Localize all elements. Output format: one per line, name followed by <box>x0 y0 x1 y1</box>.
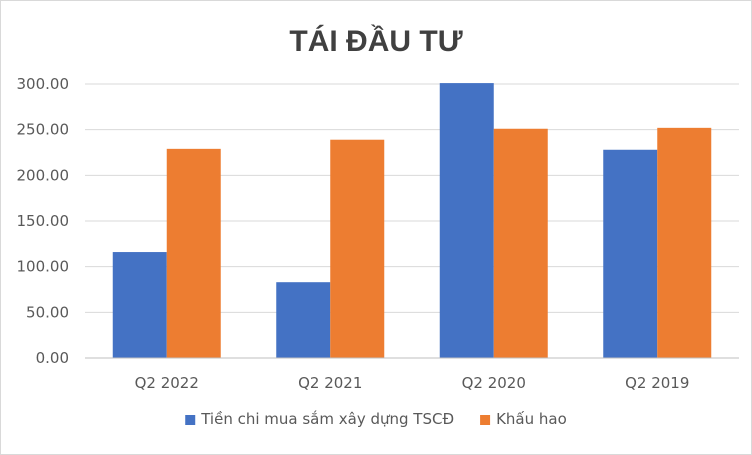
x-axis: Q2 2022 Q2 2021 Q2 2020 Q2 2019 <box>85 357 739 392</box>
legend-label: Khấu hao <box>496 410 567 428</box>
bar-series-1 <box>603 149 658 358</box>
legend-item: Khấu hao <box>480 410 567 428</box>
legend: Tiền chi mua sắm xây dựng TSCĐ Khấu hao <box>185 410 567 428</box>
legend-item: Tiền chi mua sắm xây dựng TSCĐ <box>185 410 454 428</box>
x-tick-label: Q2 2020 <box>462 374 526 392</box>
legend-swatch <box>480 415 491 425</box>
bar-series-2 <box>657 127 712 358</box>
legend-swatch <box>185 415 196 425</box>
bar-series-1 <box>112 252 167 358</box>
bar-series-1 <box>439 83 494 358</box>
y-tick-label: 250.00 <box>17 121 70 139</box>
x-tick-label: Q2 2019 <box>625 374 689 392</box>
bar-series-2 <box>166 148 221 358</box>
chart-title: TÁI ĐẦU TƯ <box>289 24 462 58</box>
y-tick-label: 0.00 <box>36 349 69 367</box>
y-tick-label: 200.00 <box>17 166 70 184</box>
y-tick-label: 100.00 <box>17 258 70 276</box>
legend-label: Tiền chi mua sắm xây dựng TSCĐ <box>200 410 454 428</box>
x-tick-label: Q2 2021 <box>298 374 362 392</box>
y-tick-label: 50.00 <box>26 303 69 321</box>
y-tick-label: 150.00 <box>17 212 70 230</box>
bars <box>112 83 712 358</box>
bar-series-2 <box>493 128 548 358</box>
x-tick-label: Q2 2022 <box>135 374 199 392</box>
y-tick-label: 300.00 <box>17 75 70 93</box>
bar-series-2 <box>330 139 385 358</box>
y-axis-tick-labels: 0.00 50.00 100.00 150.00 200.00 250.00 300.00 <box>17 75 70 367</box>
bar-series-1 <box>276 282 331 358</box>
